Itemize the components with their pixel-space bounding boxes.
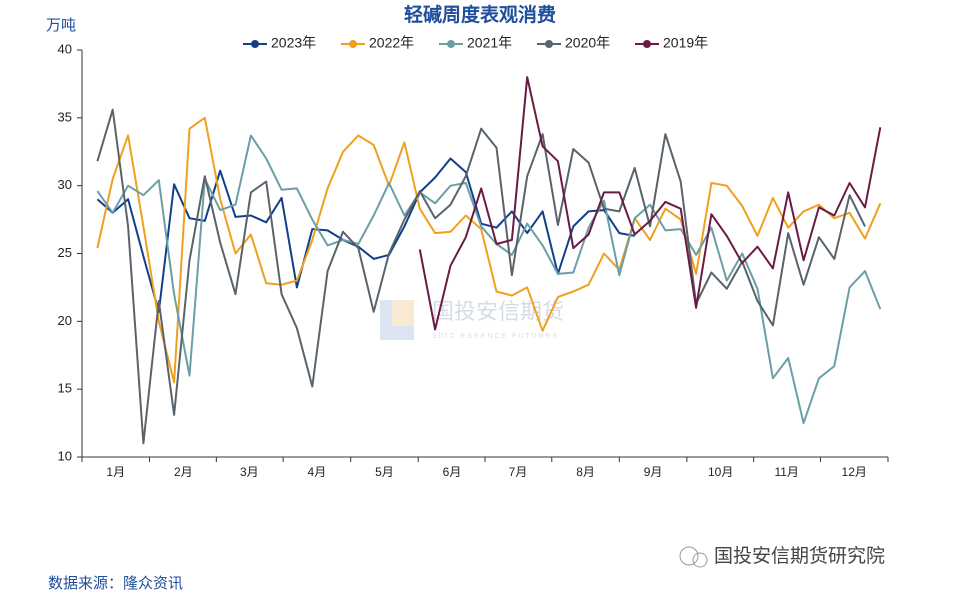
y-tick-label: 30 [58,177,72,192]
legend-label: 2021年 [467,35,512,51]
watermark-logo [392,300,414,326]
center-watermark: 国投安信期货 SDIC ESSENCE FUTURES [380,299,564,340]
y-axis-label: 万吨 [46,17,76,34]
legend-marker [349,40,357,48]
x-tick-label: 5月 [375,465,394,479]
x-tick-label: 10月 [708,465,733,479]
legend-marker [447,40,455,48]
y-tick-label: 40 [58,41,72,56]
x-tick-label: 3月 [240,465,259,479]
x-tick-label: 4月 [308,465,327,479]
series-line [96,108,866,445]
brand-icon [692,552,708,568]
x-tick-label: 7月 [509,465,528,479]
watermark-subtext: SDIC ESSENCE FUTURES [432,333,559,340]
series-line [96,134,882,425]
brand-icon [679,546,699,566]
y-tick-label: 15 [58,381,72,396]
x-tick-label: 2月 [174,465,193,479]
legend-label: 2023年 [271,35,316,51]
series-line [96,116,882,384]
series-line [418,76,882,331]
y-tick-label: 20 [58,313,72,328]
legend-marker [251,40,259,48]
y-tick-label: 10 [58,448,72,463]
x-tick-label: 11月 [774,465,798,479]
source-note: 数据来源：隆众资讯 [48,575,183,592]
watermark-text: 国投安信期货 [432,299,564,324]
x-tick-label: 9月 [644,465,663,479]
legend-marker [643,40,651,48]
legend-marker [545,40,553,48]
brand-text: 国投安信期货研究院 [714,545,885,567]
x-tick-label: 12月 [842,465,867,479]
series-line [96,157,635,313]
x-tick-label: 8月 [576,465,595,479]
watermark-logo [380,300,414,340]
x-tick-label: 6月 [443,465,462,479]
x-tick-label: 1月 [106,465,125,479]
y-tick-label: 35 [58,109,72,124]
chart-title: 轻碱周度表观消费 [404,3,556,26]
legend-label: 2019年 [663,35,708,51]
legend-label: 2022年 [369,35,414,51]
legend-label: 2020年 [565,35,610,51]
y-tick-label: 25 [58,245,72,260]
